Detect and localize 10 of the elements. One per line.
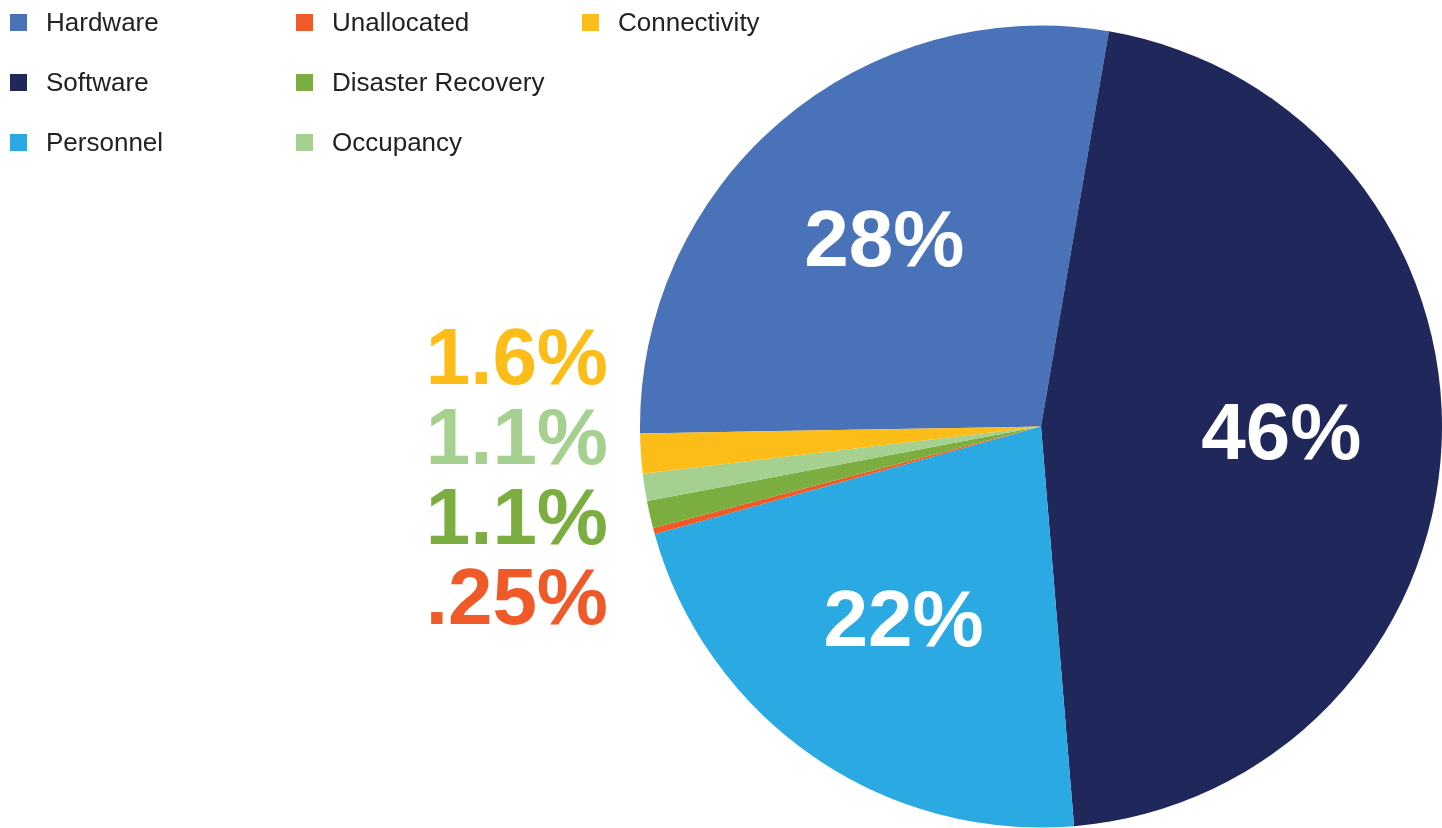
legend-label: Hardware <box>46 6 159 38</box>
legend-label: Personnel <box>46 126 164 158</box>
data-label: 22% <box>823 574 984 664</box>
data-label: 46% <box>1201 387 1362 477</box>
legend-label: Occupancy <box>332 126 463 158</box>
legend-label: Connectivity <box>618 6 760 38</box>
legend-label: Software <box>46 66 149 98</box>
legend-label: Disaster Recovery <box>332 66 545 98</box>
legend-label: Unallocated <box>332 6 470 38</box>
data-label: 28% <box>804 193 965 283</box>
